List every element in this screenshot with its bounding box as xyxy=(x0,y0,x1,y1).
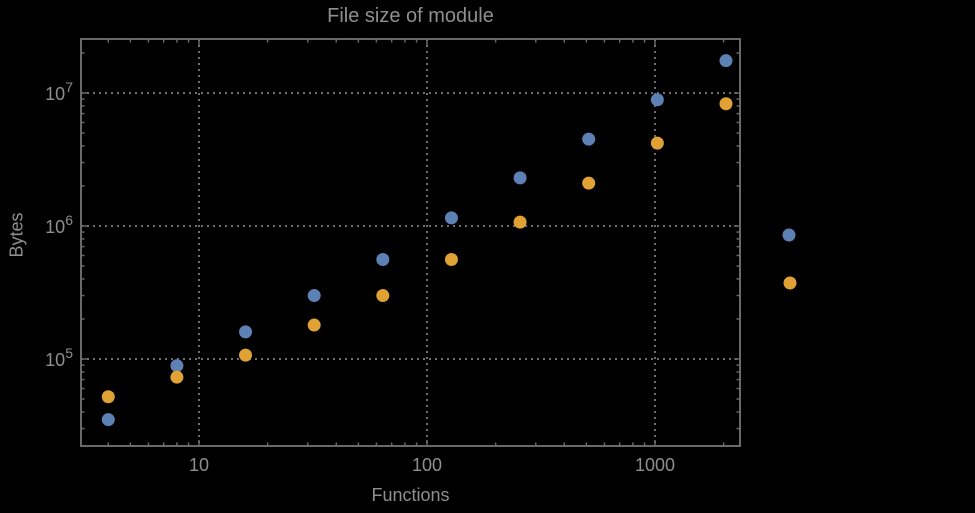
data-point-series-blue xyxy=(170,359,184,373)
data-point-series-orange xyxy=(719,97,733,111)
x-tick-label: 10 xyxy=(189,455,209,475)
data-point-series-orange xyxy=(513,215,527,229)
data-point-series-blue xyxy=(239,325,253,339)
plot-frame xyxy=(80,38,741,447)
data-point-series-blue xyxy=(376,252,390,266)
data-point-series-orange xyxy=(307,318,321,332)
x-axis-label: Functions xyxy=(371,485,450,505)
data-point-series-orange xyxy=(444,252,458,266)
data-point-series-orange xyxy=(170,370,184,384)
data-point-series-orange xyxy=(582,176,596,190)
data-point-series-blue xyxy=(101,413,115,427)
data-point-series-orange xyxy=(239,348,253,362)
data-point-series-blue xyxy=(444,211,458,225)
data-point-series-blue xyxy=(513,171,527,185)
y-tick-label: 105 xyxy=(45,345,73,370)
data-point-series-blue xyxy=(650,93,664,107)
data-point-series-orange xyxy=(101,390,115,404)
x-tick-label: 1000 xyxy=(635,455,675,475)
y-tick-label: 107 xyxy=(45,79,73,104)
data-point-series-blue xyxy=(719,54,733,68)
chart-title: File size of module xyxy=(327,5,494,27)
y-axis-label: Bytes xyxy=(6,212,27,258)
data-point-series-orange xyxy=(376,289,390,303)
legend-marker-series-blue xyxy=(782,228,796,242)
data-point-series-blue xyxy=(307,289,321,303)
legend-marker-series-orange xyxy=(783,276,797,290)
x-tick-label: 100 xyxy=(412,455,442,475)
data-point-series-orange xyxy=(650,136,664,150)
data-point-series-blue xyxy=(582,132,596,146)
y-tick-label: 106 xyxy=(45,212,73,237)
